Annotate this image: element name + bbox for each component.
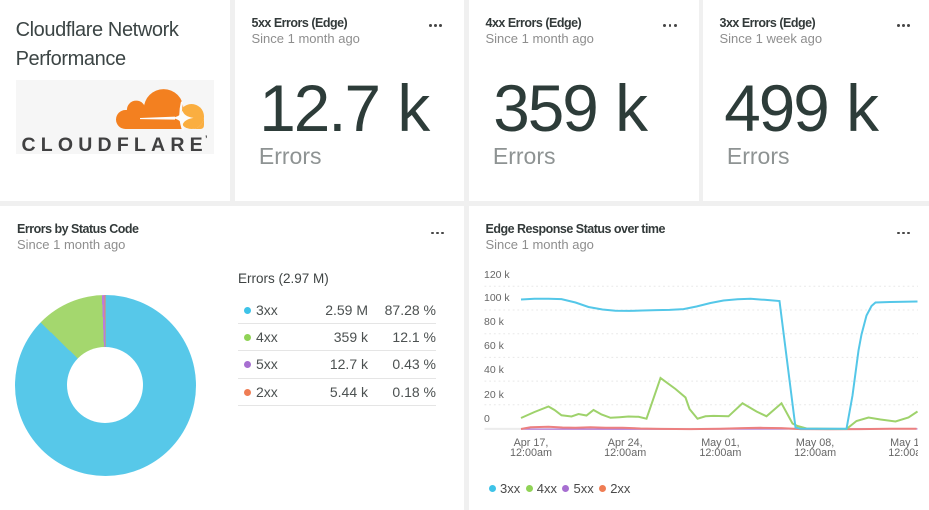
svg-text:CLOUDFLARE: CLOUDFLARE [22,134,208,154]
svg-text:’: ’ [205,134,208,144]
